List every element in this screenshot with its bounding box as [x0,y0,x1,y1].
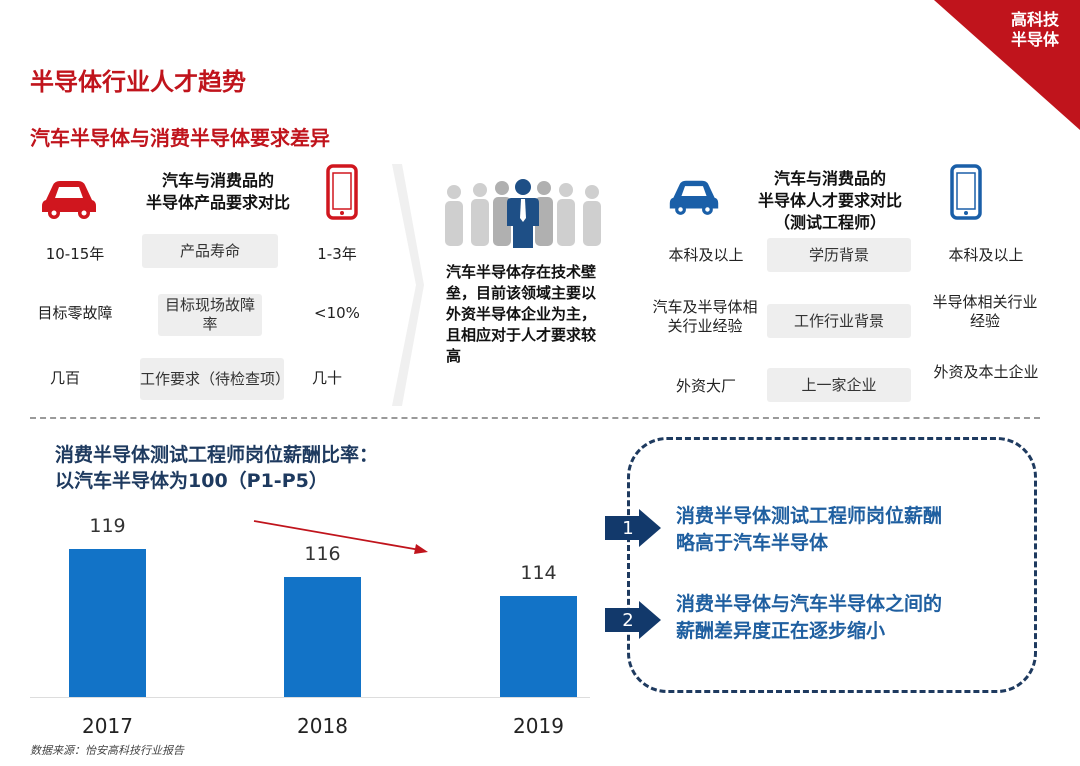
x-tick-label: 2019 [513,714,564,738]
section-divider [30,417,1040,419]
x-tick-label: 2017 [82,714,133,738]
x-tick-label: 2018 [297,714,348,738]
salary-chart-title: 消费半导体测试工程师岗位薪酬比率： 以汽车半导体为100（P1-P5） [55,442,378,494]
trend-arrow [253,520,428,554]
car-icon [669,180,719,215]
corner-badge-line1: 高科技 [1010,10,1059,29]
arrow-right-icon [605,509,661,547]
right-row3-criterion: 上一家企业 [767,368,911,402]
conclusion-1-line1: 消费半导体测试工程师岗位薪酬 [676,505,943,527]
right-row2-consumer: 半导体相关行业经验 [932,293,1038,330]
left-row3-consumer: 几十 [311,369,342,387]
salary-title-line2: 以汽车半导体为100（P1-P5） [55,470,328,492]
bar-2017 [69,549,146,698]
salary-title-line1: 消费半导体测试工程师岗位薪酬比率： [55,444,379,466]
right-row3-auto: 外资大厂 [675,377,736,395]
conclusion-2-text: 消费半导体与汽车半导体之间的 薪酬差异度正在逐步缩小 [676,591,942,645]
conclusion-1-number: 1 [622,518,634,539]
center-note: 汽车半导体存在技术壁垒，目前该领域主要以外资半导体企业为主，且相应对于人才要求较… [446,263,597,365]
bar-value-label: 114 [520,562,557,584]
conclusion-2-number: 2 [622,610,634,631]
bar-value-label: 116 [304,543,341,565]
left-row3-auto: 几百 [49,369,80,387]
chevron-separator [392,164,424,406]
section-title: 汽车半导体与消费半导体要求差异 [30,126,330,150]
corner-badge: 高科技 半导体 [998,10,1072,50]
left-row1-consumer: 1-3年 [317,245,357,263]
right-row2-auto: 汽车及半导体相关行业经验 [652,298,758,335]
right-row1-consumer: 本科及以上 [948,246,1024,264]
conclusion-box [627,437,1037,693]
left-row3-criterion: 工作要求（待检查项） [140,358,290,400]
conclusion-1-line2: 略高于汽车半导体 [676,532,829,554]
bar-2019 [500,596,577,698]
left-row2-criterion: 目标现场故障率 [158,294,262,336]
phone-icon [950,164,982,220]
phone-icon [326,164,358,220]
conclusion-1-text: 消费半导体测试工程师岗位薪酬 略高于汽车半导体 [676,503,942,557]
right-table-heading: 汽车与消费品的 半导体人才要求对比 （测试工程师） [730,168,930,234]
right-heading-line3: （测试工程师） [773,213,886,232]
left-heading-line1: 汽车与消费品的 [161,171,274,190]
right-row1-auto: 本科及以上 [668,246,744,264]
bar-value-label: 119 [89,515,126,537]
left-heading-line2: 半导体产品要求对比 [145,193,290,212]
right-row3-consumer: 外资及本土企业 [933,363,1039,381]
left-table-heading: 汽车与消费品的 半导体产品要求对比 [118,170,318,214]
conclusion-2-line1: 消费半导体与汽车半导体之间的 [676,593,943,615]
page-title: 半导体行业人才趋势 [30,68,246,96]
right-heading-line2: 半导体人才要求对比 [757,191,902,210]
people-icon [445,179,601,248]
right-row2-criterion: 工作行业背景 [767,304,911,338]
right-row1-criterion: 学历背景 [767,238,911,272]
corner-badge-line2: 半导体 [1010,30,1059,49]
left-row1-criterion: 产品寿命 [142,234,278,268]
right-heading-line1: 汽车与消费品的 [773,169,886,188]
bar-2018 [284,577,361,698]
car-icon [42,181,96,219]
left-row2-consumer: <10% [314,304,360,322]
left-row2-auto: 目标零故障 [37,304,113,322]
conclusion-2-line2: 薪酬差异度正在逐步缩小 [676,620,886,642]
left-row1-auto: 10-15年 [45,245,105,263]
data-source-note: 数据来源：怡安高科技行业报告 [30,744,184,757]
chart-baseline [30,697,590,698]
arrow-right-icon [605,601,661,639]
